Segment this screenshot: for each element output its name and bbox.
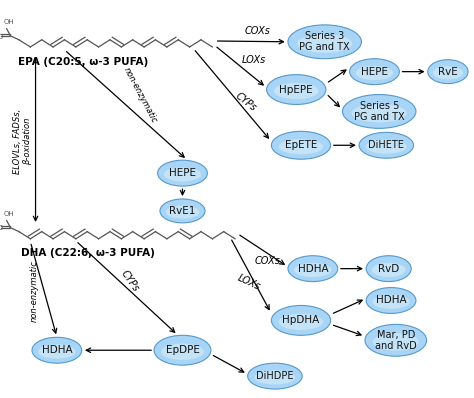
Ellipse shape xyxy=(255,370,295,384)
Text: COXs: COXs xyxy=(245,26,270,37)
Ellipse shape xyxy=(161,343,204,360)
Text: RvE: RvE xyxy=(438,66,458,77)
Ellipse shape xyxy=(32,338,82,363)
Ellipse shape xyxy=(266,75,326,105)
Ellipse shape xyxy=(279,139,323,154)
Text: CYPs: CYPs xyxy=(233,90,258,113)
Ellipse shape xyxy=(165,205,200,219)
Text: O: O xyxy=(0,225,3,232)
Ellipse shape xyxy=(428,60,468,84)
Text: HDHA: HDHA xyxy=(42,345,72,355)
Ellipse shape xyxy=(373,295,410,309)
Text: OH: OH xyxy=(3,19,14,25)
Ellipse shape xyxy=(359,133,413,158)
Text: HDHA: HDHA xyxy=(298,263,328,274)
Text: Series 3
PG and TX: Series 3 PG and TX xyxy=(300,31,350,53)
Ellipse shape xyxy=(271,131,331,159)
Text: COXs: COXs xyxy=(255,256,281,266)
Text: LOXs: LOXs xyxy=(241,55,266,66)
Text: non-enzymatic: non-enzymatic xyxy=(121,66,158,125)
Text: RvE1: RvE1 xyxy=(169,206,196,216)
Ellipse shape xyxy=(366,287,416,314)
Ellipse shape xyxy=(279,314,323,330)
Ellipse shape xyxy=(38,344,75,359)
Ellipse shape xyxy=(365,324,427,356)
Text: HEPE: HEPE xyxy=(361,66,388,77)
Ellipse shape xyxy=(157,160,207,186)
Text: OH: OH xyxy=(3,211,14,217)
Text: non-enzymatic: non-enzymatic xyxy=(30,260,39,322)
Ellipse shape xyxy=(352,104,407,123)
Text: EpDPE: EpDPE xyxy=(165,345,200,355)
Text: EpETE: EpETE xyxy=(285,140,317,150)
Text: DiHETE: DiHETE xyxy=(368,140,404,150)
Text: HpEPE: HpEPE xyxy=(280,84,313,95)
Ellipse shape xyxy=(297,34,352,53)
Ellipse shape xyxy=(350,59,399,85)
Text: Series 5
PG and TX: Series 5 PG and TX xyxy=(354,101,404,122)
Ellipse shape xyxy=(356,66,393,80)
Text: HEPE: HEPE xyxy=(169,168,196,178)
Text: ELOVLs, FADSs,
β-oxidation: ELOVLs, FADSs, β-oxidation xyxy=(13,109,32,174)
Ellipse shape xyxy=(271,306,331,335)
Ellipse shape xyxy=(294,263,331,277)
Ellipse shape xyxy=(433,66,463,80)
Text: RvD: RvD xyxy=(378,263,399,274)
Ellipse shape xyxy=(274,83,319,99)
Text: EPA (C20:5, ω-3 PUFA): EPA (C20:5, ω-3 PUFA) xyxy=(18,57,148,66)
Ellipse shape xyxy=(160,199,205,223)
Text: HpDHA: HpDHA xyxy=(283,315,319,326)
Text: HDHA: HDHA xyxy=(376,295,406,306)
Text: Mar, PD
and RvD: Mar, PD and RvD xyxy=(375,330,417,351)
Text: LOXs: LOXs xyxy=(236,273,262,292)
Ellipse shape xyxy=(342,94,416,128)
Ellipse shape xyxy=(288,256,337,282)
Ellipse shape xyxy=(366,139,407,154)
Ellipse shape xyxy=(164,167,201,181)
Text: DiHDPE: DiHDPE xyxy=(256,371,294,381)
Text: DHA (C22:6, ω-3 PUFA): DHA (C22:6, ω-3 PUFA) xyxy=(21,248,155,258)
Ellipse shape xyxy=(247,363,302,389)
Ellipse shape xyxy=(154,335,211,365)
Ellipse shape xyxy=(372,263,406,277)
Ellipse shape xyxy=(373,333,419,351)
Text: O: O xyxy=(0,33,3,40)
Ellipse shape xyxy=(288,25,361,59)
Text: CYPs: CYPs xyxy=(119,268,141,293)
Ellipse shape xyxy=(366,256,411,282)
